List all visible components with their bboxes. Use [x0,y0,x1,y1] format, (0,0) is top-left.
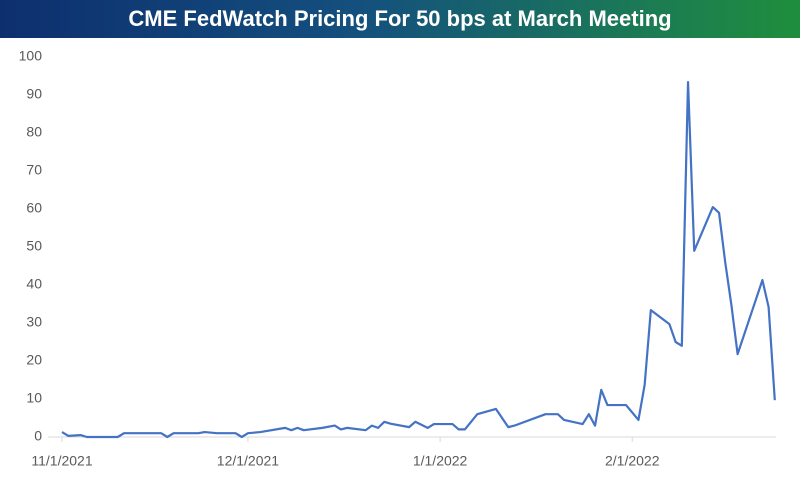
y-tick-label: 100 [19,48,43,64]
series-line [61,80,776,439]
y-tick-label: 30 [26,314,42,330]
y-tick-label: 40 [26,276,42,292]
y-tick-label: 0 [34,428,42,444]
y-tick-label: 10 [26,390,42,406]
y-tick-label: 90 [26,86,42,102]
x-tick-label: 11/1/2021 [31,453,92,469]
y-tick-label: 20 [26,352,42,368]
y-tick-label: 60 [26,200,42,216]
title-banner: CME FedWatch Pricing For 50 bps at March… [0,0,800,38]
x-tick-label: 12/1/2021 [217,453,279,469]
x-tick-label: 2/1/2022 [605,453,660,469]
x-tick-label: 1/1/2022 [413,453,468,469]
y-tick-label: 70 [26,162,42,178]
chart: 0 10 20 30 40 50 60 70 80 90 100 11/1/2021 12/1/2021… [19,48,776,469]
chart-title: CME FedWatch Pricing For 50 bps at March… [128,6,672,31]
y-tick-label: 80 [26,124,42,140]
y-tick-label: 50 [26,238,42,254]
